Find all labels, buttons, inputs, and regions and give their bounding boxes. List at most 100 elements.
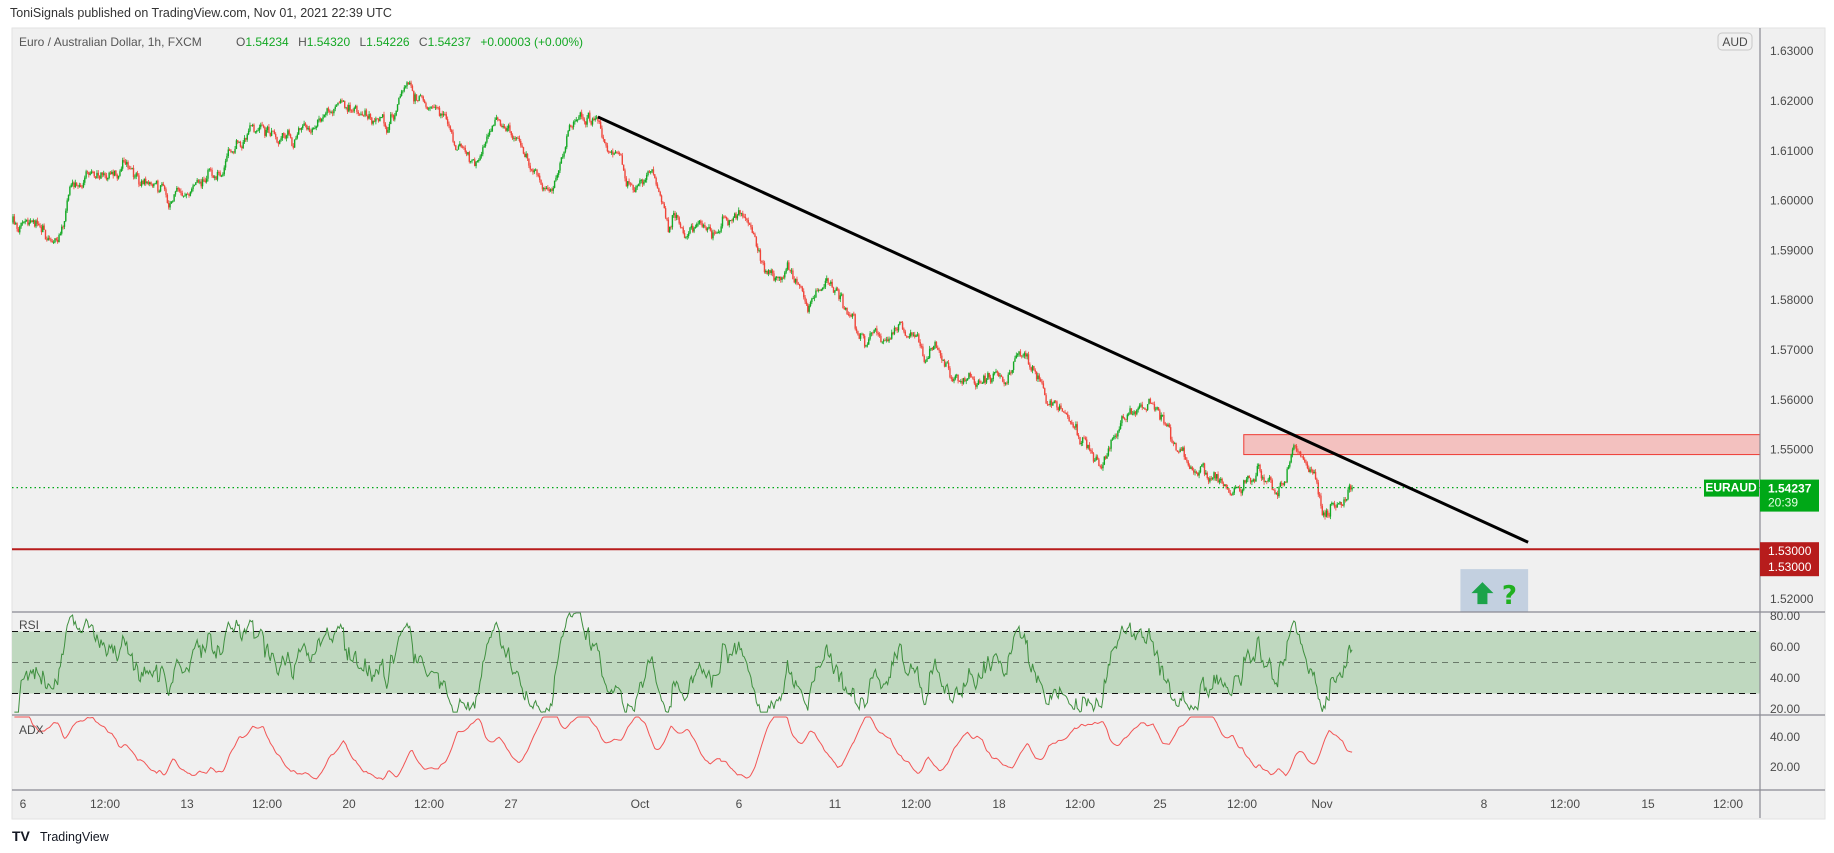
candle-body <box>1308 468 1310 473</box>
candle-body <box>207 170 209 179</box>
candle-body <box>851 313 854 317</box>
candle-body <box>1161 414 1164 416</box>
candle-body <box>819 289 821 291</box>
candle-body <box>1114 435 1116 437</box>
candle-body <box>501 125 503 128</box>
candle-body <box>135 173 137 177</box>
candle-body <box>39 225 41 228</box>
candle-body <box>857 331 859 335</box>
candle-body <box>209 169 212 171</box>
candle-body <box>1285 481 1287 483</box>
candle-body <box>732 217 735 221</box>
candle-body <box>1141 404 1143 408</box>
candle-body <box>38 223 40 226</box>
candle-body <box>1065 412 1068 415</box>
candle-body <box>900 321 902 323</box>
tradingview-logo[interactable]: TV TradingView <box>12 828 110 844</box>
candle-body <box>697 223 699 225</box>
candle-body <box>713 232 716 234</box>
candle-body <box>1209 478 1211 482</box>
candle-body <box>392 114 395 120</box>
candle-body <box>993 372 996 374</box>
candle-body <box>1061 408 1064 412</box>
candle-body <box>627 181 629 187</box>
candle-body <box>534 169 537 171</box>
candle-body <box>311 128 313 133</box>
candle-body <box>20 222 22 227</box>
candle-body <box>1079 436 1081 444</box>
candle-body <box>292 145 294 148</box>
candle-body <box>884 340 886 342</box>
candle-body <box>972 376 974 379</box>
candle-body <box>891 332 893 339</box>
candle-body <box>219 172 221 177</box>
candle-body <box>780 276 782 280</box>
question-mark: ? <box>1502 581 1517 611</box>
candle-body <box>1268 477 1271 480</box>
candle-body <box>846 308 848 315</box>
candle-body <box>632 184 634 191</box>
candle-body <box>1290 455 1292 463</box>
candle-body <box>805 301 808 305</box>
candle-body <box>766 270 768 274</box>
candle-body <box>62 226 64 228</box>
candle-body <box>161 183 163 186</box>
candle-body <box>960 381 962 382</box>
candle-body <box>84 177 86 183</box>
candle-body <box>1038 375 1041 380</box>
candle-body <box>785 269 787 273</box>
legend: Euro / Australian Dollar, 1h, FXCM O1.54… <box>19 35 583 49</box>
rsi-line <box>14 611 1353 713</box>
candle-body <box>345 107 347 109</box>
candle-body <box>989 377 992 383</box>
candle-body <box>484 142 487 147</box>
candle-body <box>1076 424 1078 436</box>
candle-body <box>1295 445 1298 451</box>
candle-body <box>318 118 320 120</box>
candle-body <box>953 378 955 382</box>
candle-body <box>1245 479 1248 483</box>
support-price-tag <box>1760 542 1819 577</box>
candle-body <box>811 298 813 303</box>
candle-body <box>257 130 259 132</box>
candle-body <box>228 149 231 151</box>
candle-body <box>450 130 453 133</box>
candle-body <box>1092 453 1095 462</box>
rsi-tick-label: 60.00 <box>1770 640 1800 654</box>
candle-body <box>724 216 726 218</box>
candle-body <box>807 304 809 312</box>
candle-body <box>855 328 858 332</box>
candle-body <box>712 232 714 239</box>
candle-body <box>375 118 377 122</box>
candle-body <box>411 85 414 91</box>
candle-body <box>1008 372 1011 375</box>
candle-body <box>159 185 162 192</box>
candle-body <box>723 216 725 218</box>
candle-body <box>398 97 400 105</box>
time-tick-label: 12:00 <box>901 797 931 811</box>
candle-body <box>291 137 293 146</box>
candle-body <box>583 119 586 122</box>
legend-close: 1.54237 <box>428 35 472 49</box>
time-tick-label: 13 <box>180 797 194 811</box>
candle-body <box>243 137 246 143</box>
candle-body <box>27 219 29 225</box>
candle-body <box>329 110 331 113</box>
candle-body <box>1026 354 1028 357</box>
candle-body <box>769 270 771 273</box>
currency-button[interactable]: AUD <box>1717 32 1753 51</box>
candle-body <box>1232 492 1234 496</box>
candle-body <box>1160 414 1162 420</box>
candle-body <box>277 142 280 144</box>
candle-body <box>101 172 104 175</box>
candle-body <box>1069 421 1072 423</box>
candle-body <box>316 119 319 127</box>
time-tick-label: 20 <box>342 797 356 811</box>
candle-body <box>120 168 123 172</box>
candle-body <box>1117 431 1119 437</box>
candle-body <box>686 236 688 237</box>
candle-body <box>474 159 476 167</box>
candle-body <box>376 118 378 120</box>
candle-body <box>322 116 324 119</box>
